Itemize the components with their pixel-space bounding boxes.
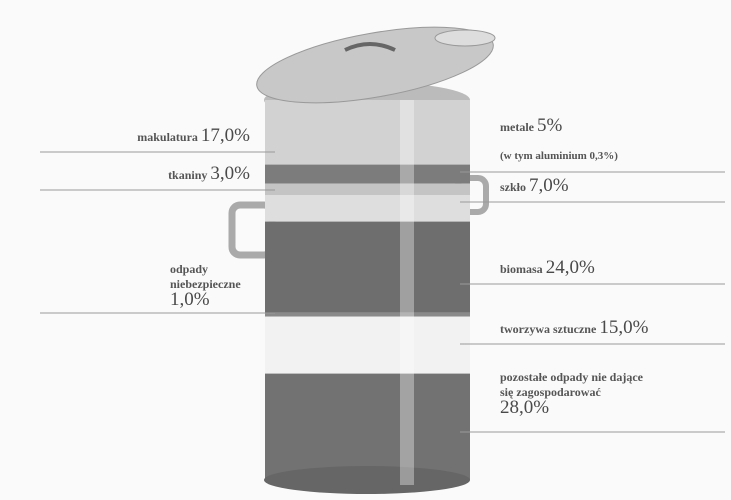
can-segment [265,373,470,480]
segment-label: tworzywa sztuczne 15,0% [500,317,649,338]
category: metale [500,120,534,134]
segment-label: pozostałe odpady nie dające się zagospod… [500,370,650,417]
value-label: 5% [536,115,563,136]
can-segment [265,100,470,165]
value-label: 24,0% [545,257,595,278]
can-segment [265,221,470,313]
can-body [265,100,470,480]
can-segment [265,164,470,184]
lid-clip [434,29,496,47]
value-label: 28,0% [500,397,550,418]
segment-label: odpady niebezpieczne 1,0% [170,262,250,309]
value-label: 7,0% [529,175,569,196]
annotation: (w tym aluminium 0,3%) [500,150,618,162]
segment-label: tkaniny 3,0% [168,163,250,184]
category: odpady niebezpieczne [170,262,241,291]
value-label: 3,0% [210,163,250,184]
category: tkaniny [168,168,208,182]
category: tworzywa sztuczne [500,322,597,336]
value-label: 17,0% [200,125,250,146]
segment-label: metale 5% [500,115,563,136]
value-label: 15,0% [599,317,649,338]
highlight [400,100,414,485]
can-segment [265,183,470,195]
segment-label: makulatura 17,0% [137,125,250,146]
value-label: 1,0% [170,289,210,310]
segment-label: biomasa 24,0% [500,257,595,278]
can-segment [265,312,470,317]
category: biomasa [500,262,543,276]
category: makulatura [137,130,198,144]
lid [256,26,494,104]
category: szkło [500,180,527,194]
lid-handle [344,42,396,52]
can-segment [265,316,470,374]
segment-label: szkło 7,0% [500,175,569,196]
category: pozostałe odpady nie dające się zagospod… [500,370,644,399]
can-segment [265,195,470,222]
can-bottom [264,466,470,494]
